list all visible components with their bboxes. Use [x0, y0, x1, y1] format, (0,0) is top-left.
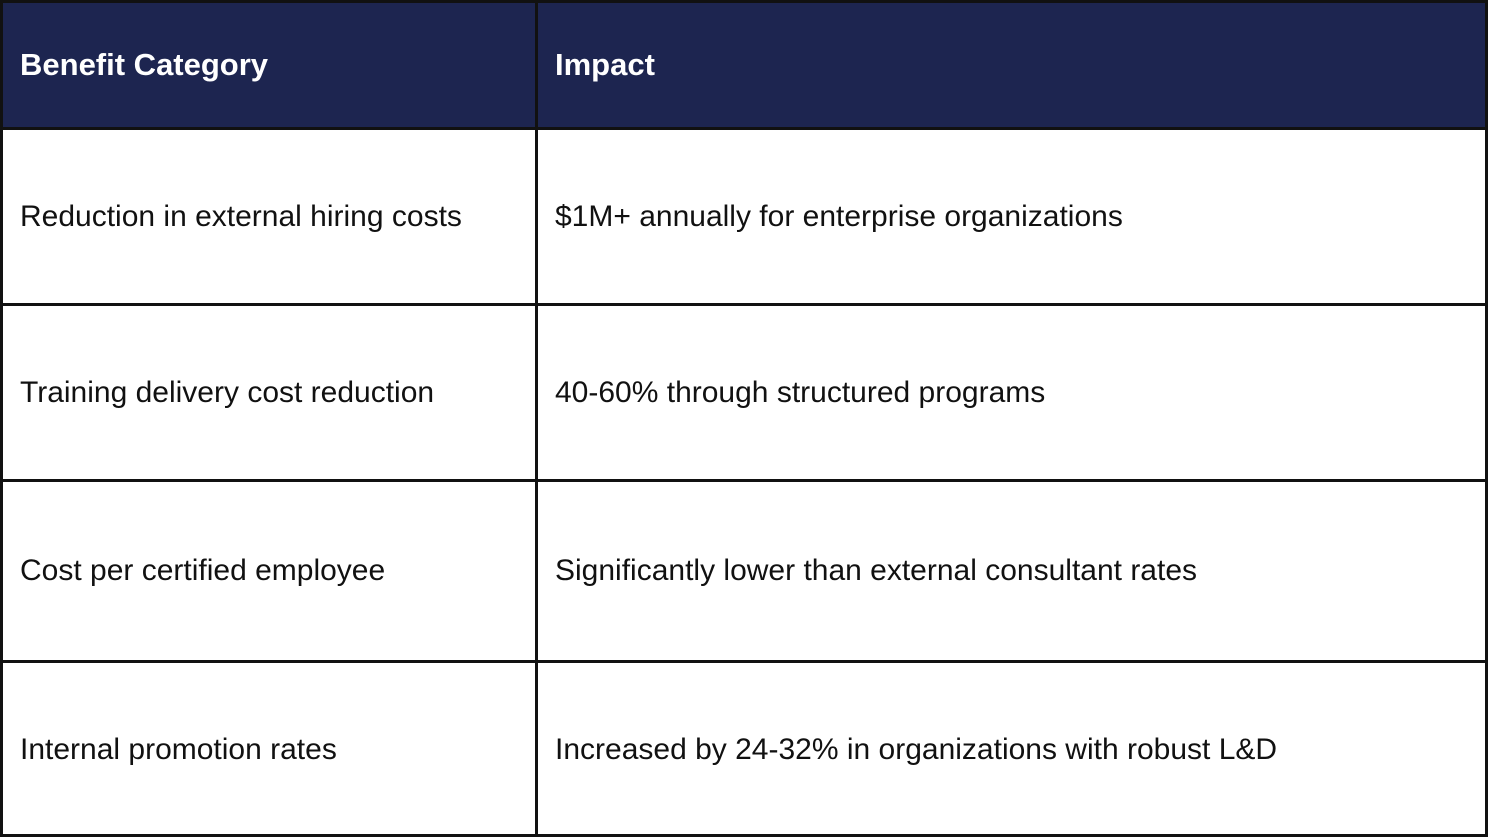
table-row: Internal promotion rates Increased by 24…	[3, 663, 1485, 837]
impact-cell: Increased by 24-32% in organizations wit…	[555, 733, 1278, 766]
table-header-row: Benefit Category Impact	[3, 3, 1485, 130]
impact-cell: Significantly lower than external consul…	[555, 554, 1198, 587]
impact-cell: 40-60% through structured programs	[555, 375, 1046, 409]
header-benefit-category: Benefit Category	[3, 3, 538, 127]
benefit-category-cell: Internal promotion rates	[3, 663, 538, 837]
header-impact: Impact	[555, 47, 655, 82]
benefit-category-cell: Training delivery cost reduction	[3, 306, 538, 479]
benefit-category-cell: Reduction in external hiring costs	[3, 130, 538, 303]
table-row: Training delivery cost reduction 40-60% …	[3, 306, 1485, 482]
impact-cell: $1M+ annually for enterprise organizatio…	[555, 199, 1123, 233]
table-row: Cost per certified employee Significantl…	[3, 482, 1485, 663]
table-row: Reduction in external hiring costs $1M+ …	[3, 130, 1485, 306]
benefit-category-cell: Cost per certified employee	[3, 482, 538, 660]
